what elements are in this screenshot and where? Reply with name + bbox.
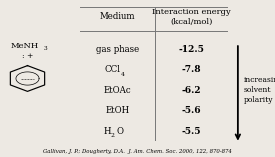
Text: : +: : + <box>22 52 33 60</box>
Text: increasing
solvent
polarity: increasing solvent polarity <box>244 76 275 104</box>
Text: EtOH: EtOH <box>106 106 130 115</box>
Text: EtOAc: EtOAc <box>104 86 131 95</box>
Text: -5.6: -5.6 <box>181 106 201 115</box>
Text: -7.8: -7.8 <box>181 65 201 74</box>
Text: Medium: Medium <box>100 12 135 21</box>
Text: -6.2: -6.2 <box>181 86 201 95</box>
Text: 4: 4 <box>121 72 125 77</box>
Text: gas phase: gas phase <box>96 45 139 54</box>
Text: MeNH: MeNH <box>11 42 39 49</box>
Text: -12.5: -12.5 <box>178 45 204 54</box>
Text: H: H <box>103 127 111 136</box>
Text: Interaction energy
(kcal/mol): Interaction energy (kcal/mol) <box>152 8 230 26</box>
Text: Gallivan, J. P.; Dougherty, D.A.  J. Am. Chem. Soc. 2000, 122, 870-874: Gallivan, J. P.; Dougherty, D.A. J. Am. … <box>43 149 232 154</box>
Text: O: O <box>117 127 124 136</box>
Text: 2: 2 <box>111 133 115 138</box>
Text: -5.5: -5.5 <box>182 127 201 136</box>
Text: CCl: CCl <box>104 65 120 74</box>
Text: 3: 3 <box>43 46 47 51</box>
